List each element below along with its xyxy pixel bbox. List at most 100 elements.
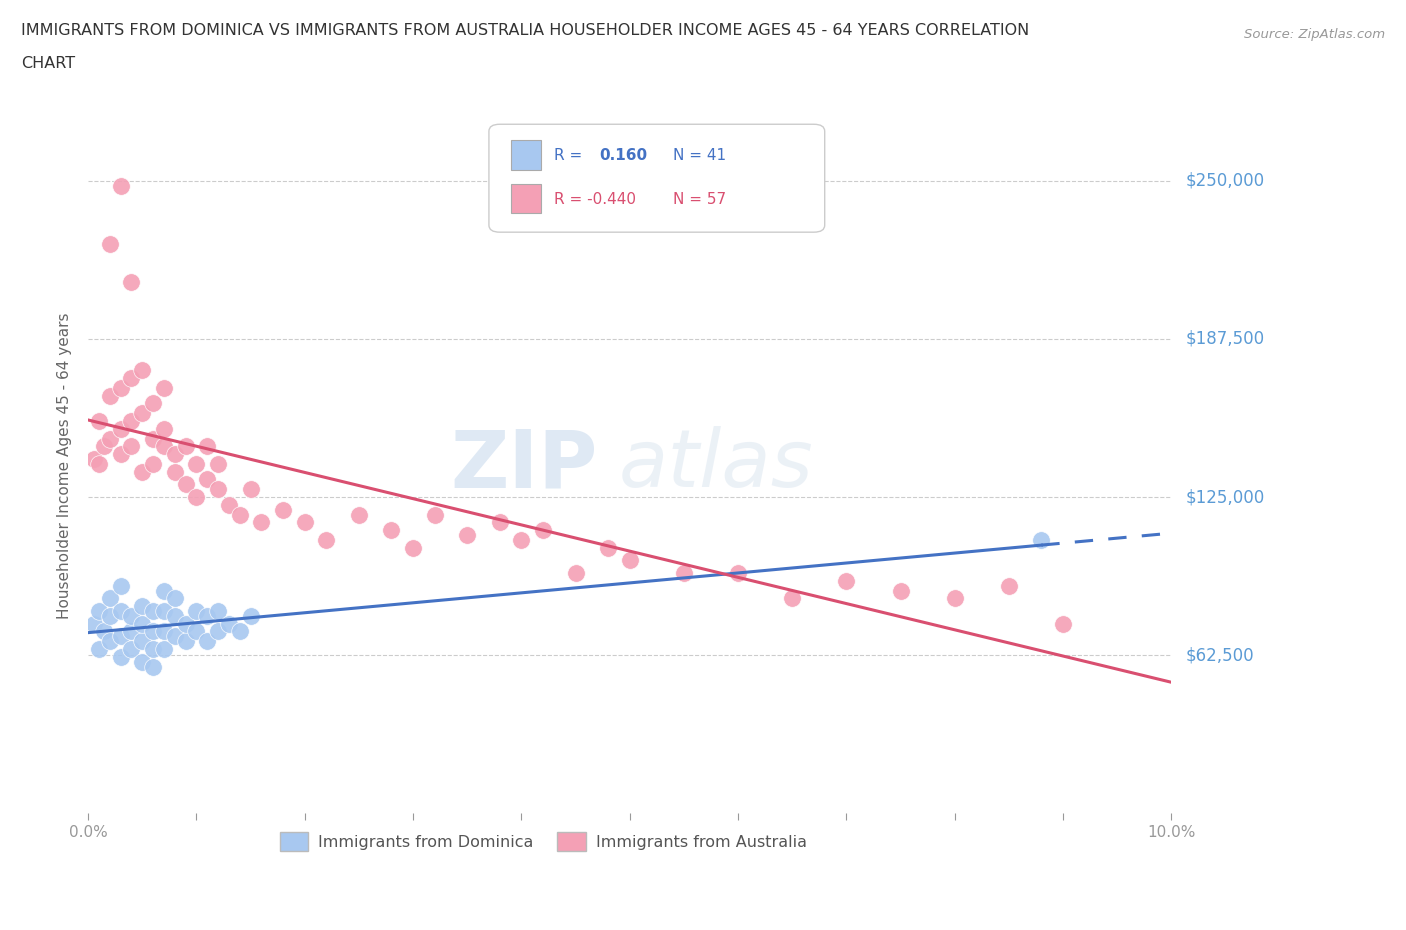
- Point: [672, 565, 695, 580]
- Text: R =: R =: [554, 148, 582, 163]
- Point: [207, 624, 229, 639]
- Point: [98, 432, 121, 446]
- Point: [121, 642, 143, 657]
- Point: [294, 515, 316, 530]
- Point: [153, 604, 176, 618]
- Point: [998, 578, 1021, 593]
- Text: $125,000: $125,000: [1185, 488, 1264, 506]
- Bar: [510, 184, 541, 213]
- Text: $250,000: $250,000: [1185, 172, 1264, 190]
- Text: N = 41: N = 41: [673, 148, 725, 163]
- Point: [531, 523, 554, 538]
- Point: [153, 439, 176, 454]
- Text: $187,500: $187,500: [1185, 330, 1264, 348]
- Point: [98, 236, 121, 251]
- Text: 0.160: 0.160: [599, 148, 648, 163]
- Point: [110, 604, 132, 618]
- Point: [1031, 533, 1053, 548]
- Point: [727, 565, 749, 580]
- Point: [142, 624, 165, 639]
- Point: [195, 472, 218, 486]
- Point: [142, 642, 165, 657]
- Point: [87, 642, 110, 657]
- Point: [131, 634, 153, 649]
- Point: [131, 406, 153, 421]
- Point: [153, 624, 176, 639]
- Point: [889, 583, 911, 598]
- Point: [380, 523, 402, 538]
- Point: [131, 363, 153, 378]
- Text: IMMIGRANTS FROM DOMINICA VS IMMIGRANTS FROM AUSTRALIA HOUSEHOLDER INCOME AGES 45: IMMIGRANTS FROM DOMINICA VS IMMIGRANTS F…: [21, 23, 1029, 38]
- Point: [186, 489, 208, 504]
- Point: [98, 389, 121, 404]
- Text: ZIP: ZIP: [450, 426, 598, 504]
- Point: [218, 617, 240, 631]
- Point: [142, 432, 165, 446]
- FancyBboxPatch shape: [489, 125, 825, 232]
- Point: [163, 446, 186, 461]
- Text: atlas: atlas: [619, 426, 814, 504]
- Point: [239, 482, 262, 497]
- Point: [207, 482, 229, 497]
- Point: [153, 583, 176, 598]
- Point: [488, 515, 510, 530]
- Point: [110, 421, 132, 436]
- Point: [153, 380, 176, 395]
- Point: [943, 591, 966, 605]
- Point: [83, 452, 105, 467]
- Point: [121, 608, 143, 623]
- Point: [121, 624, 143, 639]
- Point: [110, 629, 132, 644]
- Point: [142, 457, 165, 472]
- Point: [229, 507, 252, 522]
- Point: [619, 552, 641, 567]
- Point: [239, 608, 262, 623]
- Point: [1052, 617, 1074, 631]
- Point: [207, 604, 229, 618]
- Point: [229, 624, 252, 639]
- Text: R = -0.440: R = -0.440: [554, 192, 636, 207]
- Point: [93, 624, 115, 639]
- Point: [153, 642, 176, 657]
- Point: [402, 540, 425, 555]
- Point: [186, 624, 208, 639]
- Point: [121, 371, 143, 386]
- Point: [186, 457, 208, 472]
- Y-axis label: Householder Income Ages 45 - 64 years: Householder Income Ages 45 - 64 years: [58, 312, 72, 618]
- Point: [174, 477, 197, 492]
- Point: [121, 439, 143, 454]
- Point: [142, 604, 165, 618]
- Point: [121, 414, 143, 429]
- Point: [423, 507, 446, 522]
- Point: [163, 608, 186, 623]
- Point: [142, 396, 165, 411]
- Point: [87, 414, 110, 429]
- Text: N = 57: N = 57: [673, 192, 725, 207]
- Text: CHART: CHART: [21, 56, 75, 71]
- Point: [110, 179, 132, 193]
- Point: [163, 629, 186, 644]
- Text: $62,500: $62,500: [1185, 646, 1254, 664]
- Point: [87, 457, 110, 472]
- Point: [93, 439, 115, 454]
- Point: [163, 591, 186, 605]
- Point: [83, 617, 105, 631]
- Point: [195, 439, 218, 454]
- Point: [98, 608, 121, 623]
- Point: [564, 565, 586, 580]
- Point: [596, 540, 619, 555]
- Point: [87, 604, 110, 618]
- Point: [153, 421, 176, 436]
- Point: [174, 439, 197, 454]
- Point: [347, 507, 370, 522]
- Point: [121, 274, 143, 289]
- Point: [315, 533, 337, 548]
- Bar: [510, 140, 541, 169]
- Point: [835, 573, 858, 588]
- Point: [250, 515, 273, 530]
- Point: [195, 634, 218, 649]
- Legend: Immigrants from Dominica, Immigrants from Australia: Immigrants from Dominica, Immigrants fro…: [273, 826, 813, 857]
- Point: [163, 464, 186, 479]
- Point: [131, 598, 153, 613]
- Point: [98, 591, 121, 605]
